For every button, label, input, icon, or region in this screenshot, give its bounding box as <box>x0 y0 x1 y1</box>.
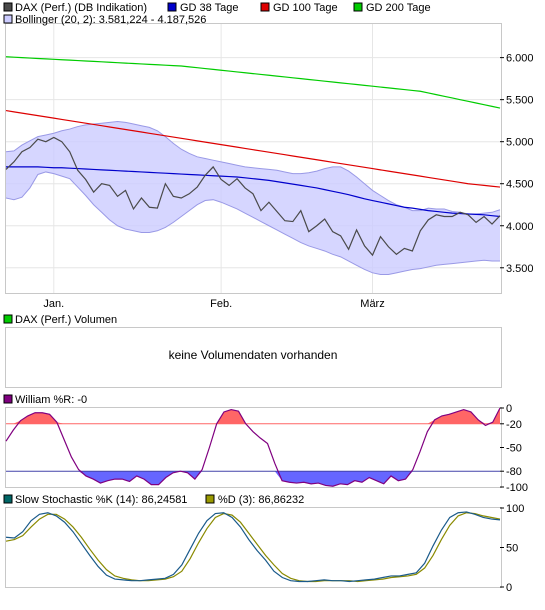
price-x-tick-label: März <box>360 298 384 310</box>
legend-swatch-gd100 <box>260 2 270 12</box>
bollinger-lower-line <box>5 171 500 276</box>
stochastic-plot-area <box>5 511 501 583</box>
dax-price-line <box>5 136 501 257</box>
williams-legend-swatch <box>3 394 13 404</box>
stoch-d-legend-label: %D (3): 86,86232 <box>218 494 304 506</box>
stochastic-panel: Slow Stochastic %K (14): 86,24581 %D (3)… <box>3 494 524 594</box>
price-y-axis: 6.000 5.500 5.000 4.500 4.000 3.500 <box>500 53 534 275</box>
williams-oversold-fill <box>6 471 500 487</box>
legend-gd38-label: GD 38 Tage <box>180 2 239 14</box>
williams-y-tick-label: -100 <box>506 482 528 494</box>
price-y-tick-label: 5.500 <box>506 95 534 107</box>
gd38-line <box>6 166 501 218</box>
price-plot-area <box>5 56 501 276</box>
stochastic-y-tick-label: 50 <box>506 543 518 555</box>
bollinger-upper-line <box>5 121 501 215</box>
legend-swatch-gd38 <box>167 2 177 12</box>
williams-r-panel: William %R: -0 0 -20 -50 -80 -100 <box>3 394 528 494</box>
legend-swatch-gd200 <box>353 2 363 12</box>
volume-legend-label: DAX (Perf.) Volumen <box>15 314 117 326</box>
legend-swatch-dax <box>3 2 13 12</box>
williams-overbought-fill <box>6 408 500 424</box>
price-y-tick-label: 6.000 <box>506 53 534 65</box>
volume-legend-swatch <box>3 314 13 324</box>
stochastic-y-tick-label: 0 <box>506 582 512 594</box>
volume-plot-frame <box>5 327 502 388</box>
stoch-k-legend-label: Slow Stochastic %K (14): 86,24581 <box>15 494 187 506</box>
williams-plot-frame <box>5 407 502 488</box>
price-x-tick-label: Feb. <box>210 298 232 310</box>
williams-y-tick-label: -20 <box>506 419 522 431</box>
volume-empty-message: keine Volumendaten vorhanden <box>169 348 338 362</box>
stochastic-d-line <box>5 512 501 583</box>
williams-r-line <box>5 407 501 487</box>
price-legend-bar <box>0 0 545 23</box>
williams-y-axis: 0 -20 -50 -80 -100 <box>500 403 528 494</box>
bollinger-band <box>6 121 500 275</box>
legend-dax-label: DAX (Perf.) (DB Indikation) <box>15 2 147 14</box>
price-x-axis: Jan. Feb. März <box>43 298 384 310</box>
williams-y-tick-label: -50 <box>506 443 522 455</box>
legend-bollinger-label: Bollinger (20, 2): 3.581,224 - 4.187,526 <box>15 14 206 26</box>
volume-panel: DAX (Perf.) Volumen keine Volumendaten v… <box>3 314 502 388</box>
legend-gd100-label: GD 100 Tage <box>273 2 338 14</box>
price-panel: 6.000 5.500 5.000 4.500 4.000 3.500 Jan. Feb. M… <box>0 0 545 310</box>
legend-swatch-bollinger <box>3 14 13 24</box>
gd200-line <box>5 56 501 109</box>
williams-y-tick-label: -80 <box>506 466 522 478</box>
price-y-tick-label: 4.000 <box>506 221 534 233</box>
gd100-line <box>5 109 501 188</box>
williams-plot-area <box>5 407 501 487</box>
price-y-tick-label: 5.000 <box>506 137 534 149</box>
price-y-tick-label: 3.500 <box>506 263 534 275</box>
stoch-k-legend-swatch <box>3 494 13 504</box>
stochastic-k-line <box>5 511 501 583</box>
williams-y-tick-label: 0 <box>506 403 512 415</box>
price-y-tick-label: 4.500 <box>506 179 534 191</box>
stochastic-plot-frame <box>5 507 502 588</box>
stochastic-y-tick-label: 100 <box>506 503 524 515</box>
stochastic-y-axis: 100 50 0 <box>500 503 524 594</box>
price-x-tick-label: Jan. <box>43 298 64 310</box>
stoch-d-legend-swatch <box>205 494 215 504</box>
williams-legend-label: William %R: -0 <box>15 394 87 406</box>
legend-gd200-label: GD 200 Tage <box>366 2 431 14</box>
